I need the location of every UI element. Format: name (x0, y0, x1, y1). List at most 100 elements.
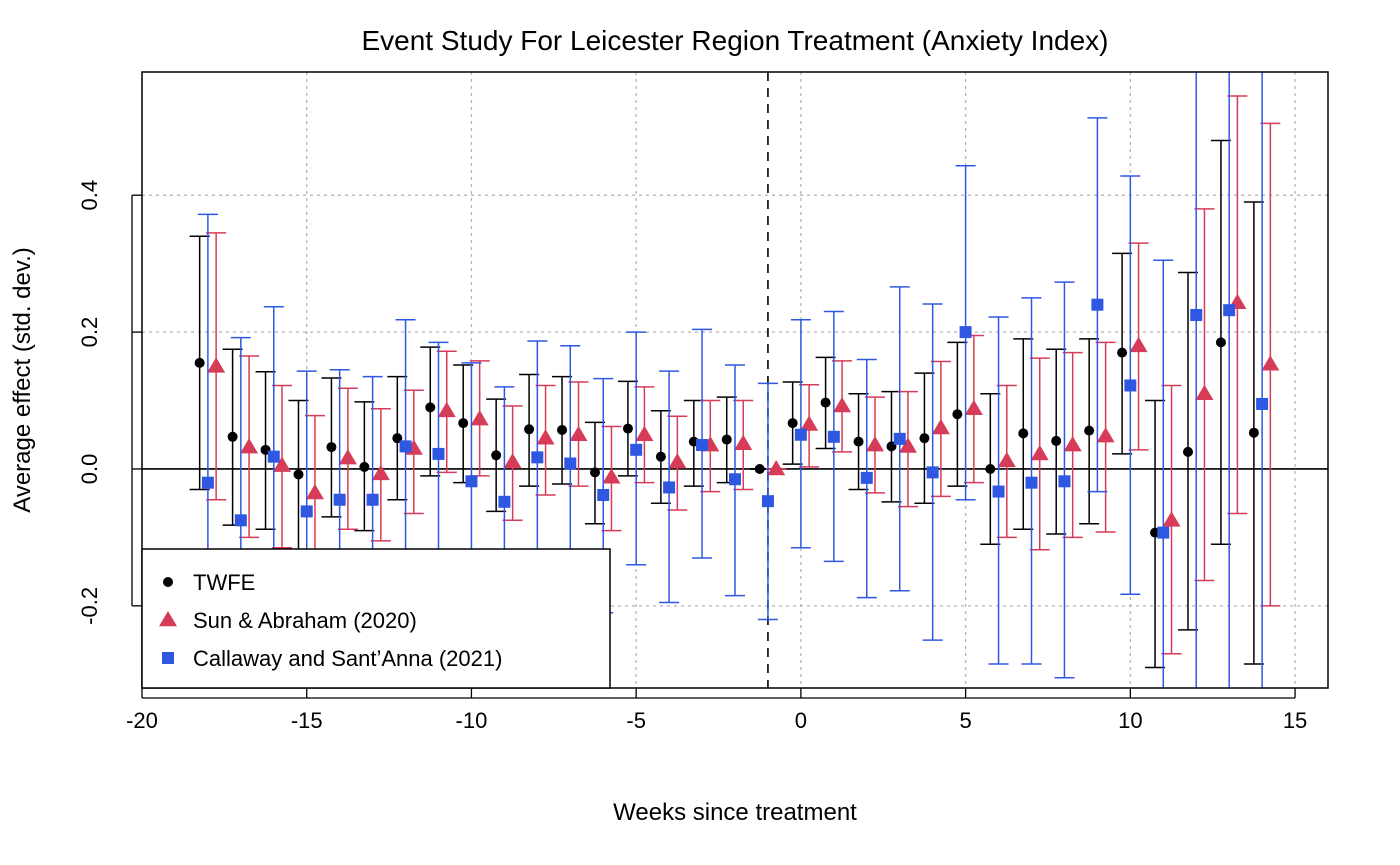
point-marker (635, 425, 654, 442)
point-marker (1157, 526, 1170, 539)
point-marker (1129, 336, 1148, 353)
point-marker (201, 476, 214, 489)
point-marker (926, 466, 939, 479)
y-tick-label: 0.2 (77, 317, 102, 348)
x-tick-label: 0 (795, 708, 807, 733)
point-marker (425, 402, 436, 413)
point-marker (860, 471, 873, 484)
point-marker (952, 409, 963, 420)
point-marker (227, 431, 238, 442)
series-callaway-santanna (197, 72, 1269, 688)
y-axis-label: Average effect (std. dev.) (9, 247, 36, 512)
point-marker (602, 468, 621, 484)
point-marker (470, 410, 489, 426)
series-sun-abraham (206, 95, 1281, 655)
point-marker (564, 457, 577, 470)
x-axis: -20 -15 -10 -5 0 5 10 15 (126, 688, 1307, 733)
point-marker (820, 397, 831, 408)
point-marker (194, 357, 205, 368)
point-marker (1195, 384, 1214, 400)
point-marker (1215, 337, 1226, 348)
x-tick-label: 10 (1118, 708, 1142, 733)
point-marker (366, 493, 379, 506)
point-marker (800, 415, 819, 431)
point-marker (992, 485, 1005, 498)
point-marker (663, 481, 676, 494)
point-marker (491, 450, 502, 461)
point-marker (630, 443, 643, 456)
point-marker (569, 425, 588, 442)
data-series (189, 72, 1281, 688)
point-marker (622, 423, 633, 434)
point-marker (234, 514, 247, 527)
point-marker (326, 442, 337, 453)
point-marker (458, 418, 469, 429)
point-marker (696, 439, 709, 452)
point-marker (371, 464, 390, 481)
point-marker (1063, 436, 1082, 452)
point-marker (1182, 446, 1193, 457)
point-marker (997, 451, 1016, 468)
point-marker (432, 447, 445, 460)
point-marker (399, 440, 412, 453)
point-marker (833, 397, 852, 413)
point-marker (794, 428, 807, 441)
point-marker (1018, 428, 1029, 439)
x-axis-label: Weeks since treatment (613, 799, 857, 826)
point-marker (827, 430, 840, 443)
point-marker (536, 429, 555, 445)
point-marker (465, 475, 478, 488)
legend-box (141, 548, 611, 689)
point-marker (1248, 427, 1259, 438)
y-axis: -0.2 0.0 0.2 0.4 (77, 180, 142, 625)
point-marker (305, 483, 324, 500)
chart-title: Event Study For Leicester Region Treatme… (361, 25, 1108, 56)
point-marker (333, 493, 346, 506)
point-marker (503, 453, 522, 469)
point-marker (207, 357, 226, 373)
point-marker (1117, 347, 1128, 358)
point-marker (1124, 379, 1137, 392)
point-marker (273, 456, 292, 472)
series-twfe (189, 139, 1264, 669)
point-marker (754, 463, 765, 474)
legend-label: TWFE (193, 570, 255, 595)
point-marker (931, 418, 950, 435)
point-marker (1256, 397, 1269, 410)
point-marker (267, 450, 280, 463)
x-tick-label: -20 (126, 708, 158, 733)
point-marker (1190, 308, 1203, 321)
legend-label: Sun & Abraham (2020) (193, 608, 417, 633)
legend-label: Callaway and Sant’Anna (2021) (193, 646, 502, 671)
point-marker (919, 433, 930, 444)
point-marker (557, 424, 568, 435)
point-marker (866, 436, 885, 452)
y-tick-label: 0.0 (77, 454, 102, 485)
point-marker (655, 451, 666, 462)
point-marker (1051, 435, 1062, 446)
point-marker (359, 461, 370, 472)
x-tick-label: 15 (1283, 708, 1307, 733)
legend: TWFE Sun & Abraham (2020) Callaway and San… (141, 548, 611, 689)
point-marker (898, 437, 917, 453)
point-marker (524, 424, 535, 435)
point-marker (964, 399, 983, 416)
point-marker (985, 463, 996, 474)
point-marker (338, 449, 357, 465)
point-marker (1084, 425, 1095, 436)
legend-marker (163, 577, 173, 587)
point-marker (240, 438, 259, 454)
point-marker (767, 459, 786, 476)
legend-marker (162, 652, 174, 664)
plot-frame (141, 71, 1329, 689)
point-marker (729, 473, 741, 486)
point-marker (437, 401, 456, 418)
point-marker (589, 467, 600, 478)
point-marker (293, 469, 304, 480)
point-marker (498, 495, 511, 508)
point-marker (1091, 298, 1104, 311)
y-tick-label: -0.2 (77, 587, 102, 625)
x-tick-label: -10 (456, 708, 488, 733)
y-tick-label: 0.4 (77, 180, 102, 211)
point-marker (597, 488, 610, 501)
